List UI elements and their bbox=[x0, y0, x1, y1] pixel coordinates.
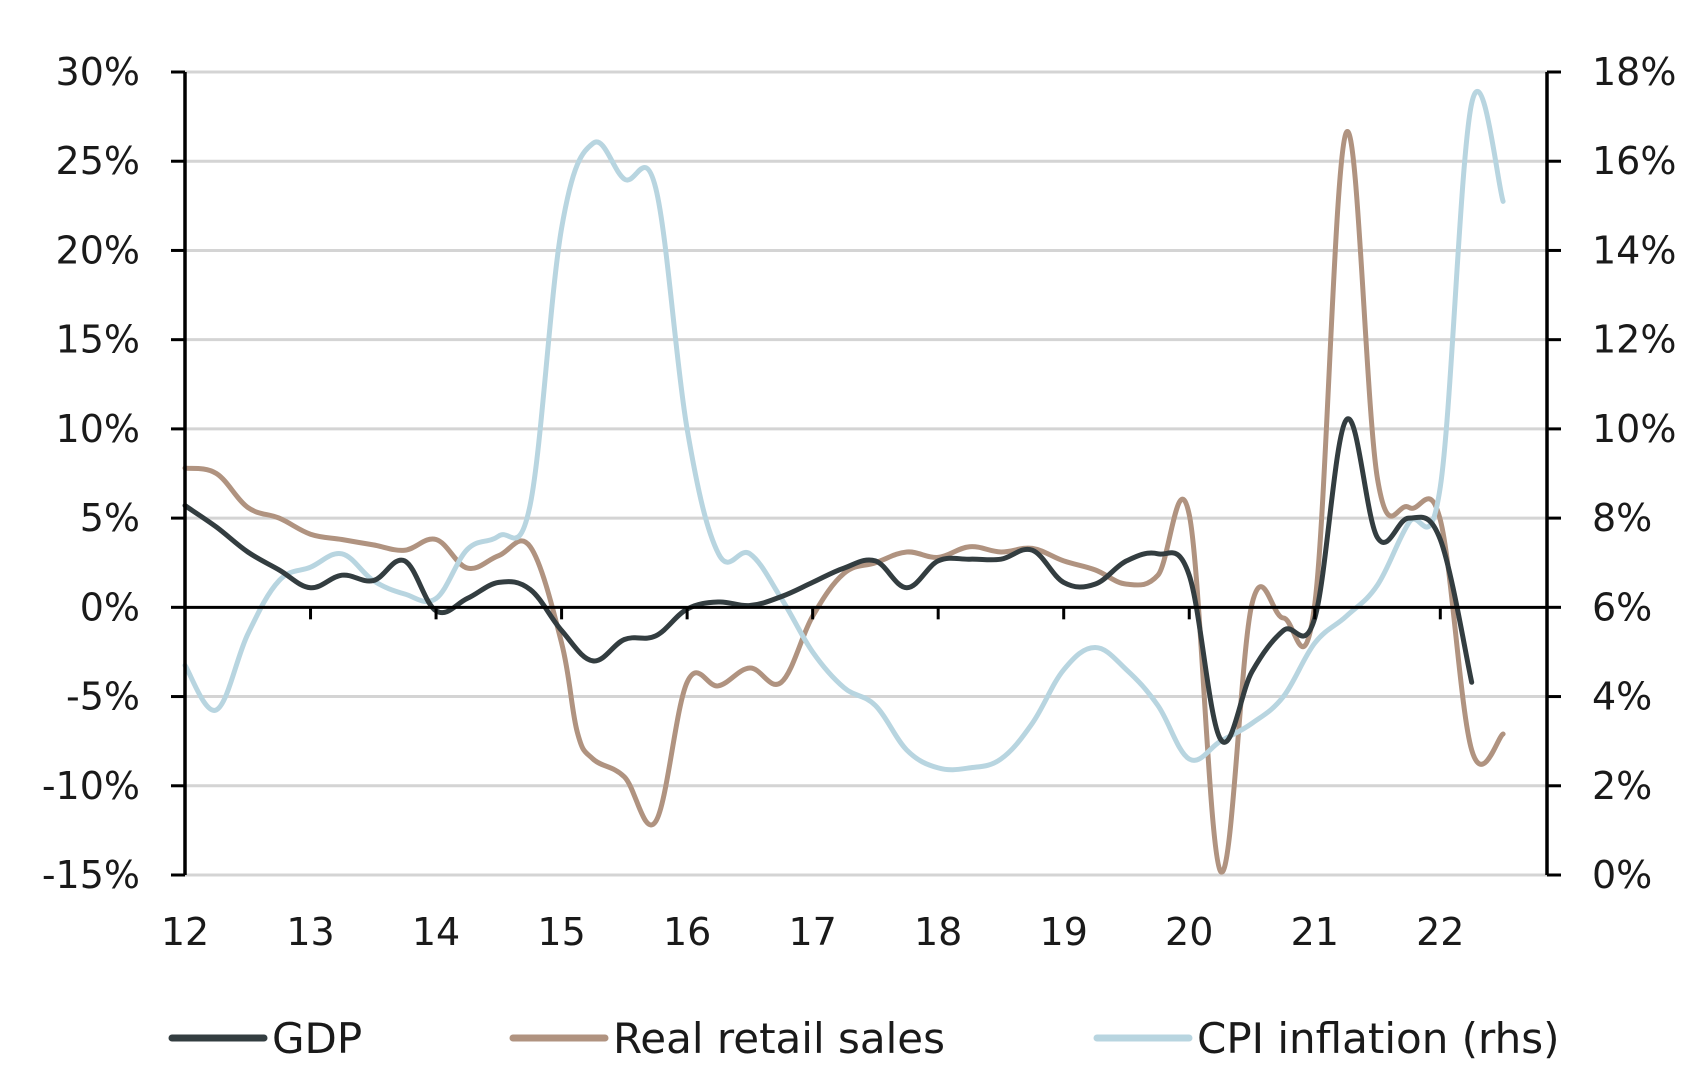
y-right-tick-label: 16% bbox=[1592, 139, 1676, 183]
y-right-tick-label: 8% bbox=[1592, 496, 1652, 540]
y-right-tick-label: 0% bbox=[1592, 853, 1652, 897]
tick-labels: 30% 25% 20% 15% 10% 5% 0% -5% -10% -15% 18% 16% 14% 1… bbox=[42, 50, 1677, 954]
y-left-tick-label: 15% bbox=[56, 318, 140, 362]
x-tick-label: 14 bbox=[412, 910, 460, 954]
y-right-tick-label: 12% bbox=[1592, 318, 1676, 362]
y-left-tick-label: 10% bbox=[56, 407, 140, 451]
y-left-tick-label: 5% bbox=[80, 496, 140, 540]
gridlines bbox=[185, 70, 1547, 877]
series-line-cpi-inflation-rhs bbox=[182, 89, 1506, 773]
series-line-gdp bbox=[182, 416, 1475, 745]
y-left-tick-label: -5% bbox=[66, 675, 140, 719]
x-tick-label: 19 bbox=[1040, 910, 1088, 954]
series-lines bbox=[182, 89, 1506, 875]
axes bbox=[171, 70, 1561, 877]
y-left-tick-label: 20% bbox=[56, 228, 140, 272]
legend-label-cpi-inflation-rhs: CPI inflation (rhs) bbox=[1197, 1014, 1559, 1063]
y-left-tick-label: 25% bbox=[56, 139, 140, 183]
legend-label-gdp: GDP bbox=[272, 1014, 362, 1063]
x-tick-label: 16 bbox=[663, 910, 711, 954]
y-left-tick-label: -10% bbox=[42, 764, 140, 808]
x-tick-label: 13 bbox=[286, 910, 334, 954]
legend: GDP Real retail sales CPI inflation (rhs) bbox=[168, 1014, 1559, 1063]
series-line-real-retail-sales bbox=[182, 129, 1506, 875]
y-left-tick-label: 30% bbox=[56, 50, 140, 94]
x-tick-label: 20 bbox=[1165, 910, 1213, 954]
x-tick-label: 15 bbox=[537, 910, 585, 954]
y-right-tick-label: 18% bbox=[1592, 50, 1676, 94]
y-right-tick-label: 4% bbox=[1592, 675, 1652, 719]
y-left-tick-label: -15% bbox=[42, 853, 140, 897]
x-tick-label: 12 bbox=[161, 910, 209, 954]
legend-label-real-retail-sales: Real retail sales bbox=[613, 1014, 945, 1063]
x-tick-label: 17 bbox=[788, 910, 836, 954]
y-right-tick-label: 6% bbox=[1592, 585, 1652, 629]
x-tick-label: 22 bbox=[1416, 910, 1464, 954]
y-left-tick-label: 0% bbox=[80, 585, 140, 629]
x-tick-label: 18 bbox=[914, 910, 962, 954]
x-tick-label: 21 bbox=[1291, 910, 1339, 954]
y-right-tick-label: 14% bbox=[1592, 228, 1676, 272]
y-right-tick-label: 10% bbox=[1592, 407, 1676, 451]
y-right-tick-label: 2% bbox=[1592, 764, 1652, 808]
